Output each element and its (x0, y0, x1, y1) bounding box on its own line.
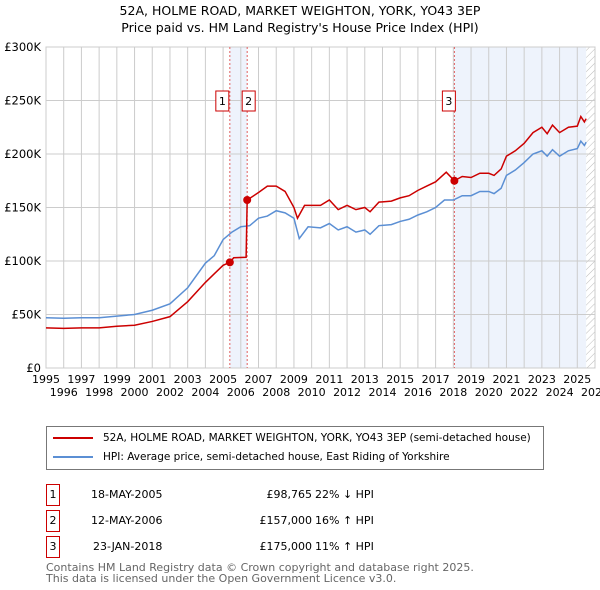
y-tick-label: £0 (26, 361, 41, 375)
y-tick-label: £100K (4, 254, 41, 268)
sale-label-box (215, 90, 230, 112)
x-tick-label: 2005 (209, 373, 237, 386)
sale-price: £175,000 (259, 540, 313, 553)
sale-badge: 1 (46, 484, 60, 506)
x-tick-label: 2024 (546, 386, 574, 399)
x-tick-label: 2017 (422, 373, 450, 386)
y-tick-label: £300K (4, 40, 41, 54)
sale-date: 18-MAY-2005 (91, 488, 163, 501)
sale-label: 1 (219, 95, 226, 108)
x-tick-label: 2011 (315, 373, 343, 386)
x-tick-label: 2025 (563, 373, 591, 386)
x-tick-label: 2004 (191, 386, 219, 399)
x-tick-label: 2013 (351, 373, 379, 386)
y-tick-label: £250K (4, 94, 41, 108)
x-tick-label: 2022 (510, 386, 538, 399)
x-tick-label: 2009 (280, 373, 308, 386)
x-tick-label: 1996 (50, 386, 78, 399)
x-tick-label: 2003 (174, 373, 202, 386)
sale-row: 1 18-MAY-2005 £98,765 22% ↓ HPI (46, 484, 446, 506)
legend-label: 52A, HOLME ROAD, MARKET WEIGHTON, YORK, … (103, 432, 531, 444)
sale-label-box (241, 90, 256, 112)
sale-hpi: 16% ↑ HPI (315, 514, 374, 527)
y-tick-label: £150K (4, 201, 41, 215)
legend-label: HPI: Average price, semi-detached house,… (103, 451, 450, 463)
x-tick-label: 1995 (32, 373, 60, 386)
chart-title: 52A, HOLME ROAD, MARKET WEIGHTON, YORK, … (119, 3, 481, 18)
sale-badge: 3 (46, 536, 60, 558)
x-tick-label: 2006 (227, 386, 255, 399)
x-tick-label: 2015 (386, 373, 414, 386)
x-tick-label: 2008 (262, 386, 290, 399)
blue-line-swatch (53, 456, 93, 458)
sale-date: 12-MAY-2006 (91, 514, 163, 527)
y-tick-label: £200K (4, 147, 41, 161)
sale-badge: 2 (46, 510, 60, 532)
footer-line: Contains HM Land Registry data © Crown c… (46, 561, 474, 574)
sale-hpi: 11% ↑ HPI (315, 540, 374, 553)
plot-area: 1995199619971998199920002001200220032004… (4, 40, 600, 399)
sale-label-box (441, 90, 456, 112)
x-tick-label: 2014 (368, 386, 396, 399)
x-tick-label: 2019 (457, 373, 485, 386)
legend-item-hpi: HPI: Average price, semi-detached house,… (53, 448, 450, 466)
x-tick-label: 2000 (121, 386, 149, 399)
hpi-line (45, 139, 587, 319)
sale-date: 23-JAN-2018 (93, 540, 163, 553)
x-tick-label: 1999 (103, 373, 131, 386)
x-tick-label: 2018 (439, 386, 467, 399)
sale-label: 2 (245, 95, 252, 108)
x-tick-label: 2002 (156, 386, 184, 399)
sale-label: 3 (445, 95, 452, 108)
x-tick-label: 2001 (138, 373, 166, 386)
x-tick-label: 1998 (85, 386, 113, 399)
sale-hpi: 22% ↓ HPI (315, 488, 374, 501)
legend: 52A, HOLME ROAD, MARKET WEIGHTON, YORK, … (46, 426, 544, 470)
footer-line: This data is licensed under the Open Gov… (46, 572, 397, 585)
sale-row: 3 23-JAN-2018 £175,000 11% ↑ HPI (46, 536, 446, 558)
sale-price: £157,000 (259, 514, 313, 527)
sale-point (243, 196, 252, 205)
y-tick-label: £50K (12, 308, 42, 322)
sale-price: £98,765 (266, 488, 313, 501)
x-tick-label: 2016 (404, 386, 432, 399)
x-tick-label: 2021 (492, 373, 520, 386)
x-tick-label: 2010 (298, 386, 326, 399)
x-tick-label: 1997 (67, 373, 95, 386)
sale-row: 2 12-MAY-2006 £157,000 16% ↑ HPI (46, 510, 446, 532)
sale-point (450, 176, 459, 185)
footer: Contains HM Land Registry data © Crown c… (46, 562, 474, 584)
legend-item-property: 52A, HOLME ROAD, MARKET WEIGHTON, YORK, … (53, 429, 531, 447)
price-paid-line (45, 114, 587, 330)
chart-subtitle: Price paid vs. HM Land Registry's House … (121, 20, 479, 35)
plot-border (45, 46, 596, 369)
x-tick-label: 2023 (528, 373, 556, 386)
x-tick-label: 2026 (581, 386, 600, 399)
x-tick-label: 2020 (475, 386, 503, 399)
sale-point (225, 258, 234, 267)
x-tick-label: 2007 (245, 373, 273, 386)
red-line-swatch (53, 437, 93, 439)
x-tick-label: 2012 (333, 386, 361, 399)
